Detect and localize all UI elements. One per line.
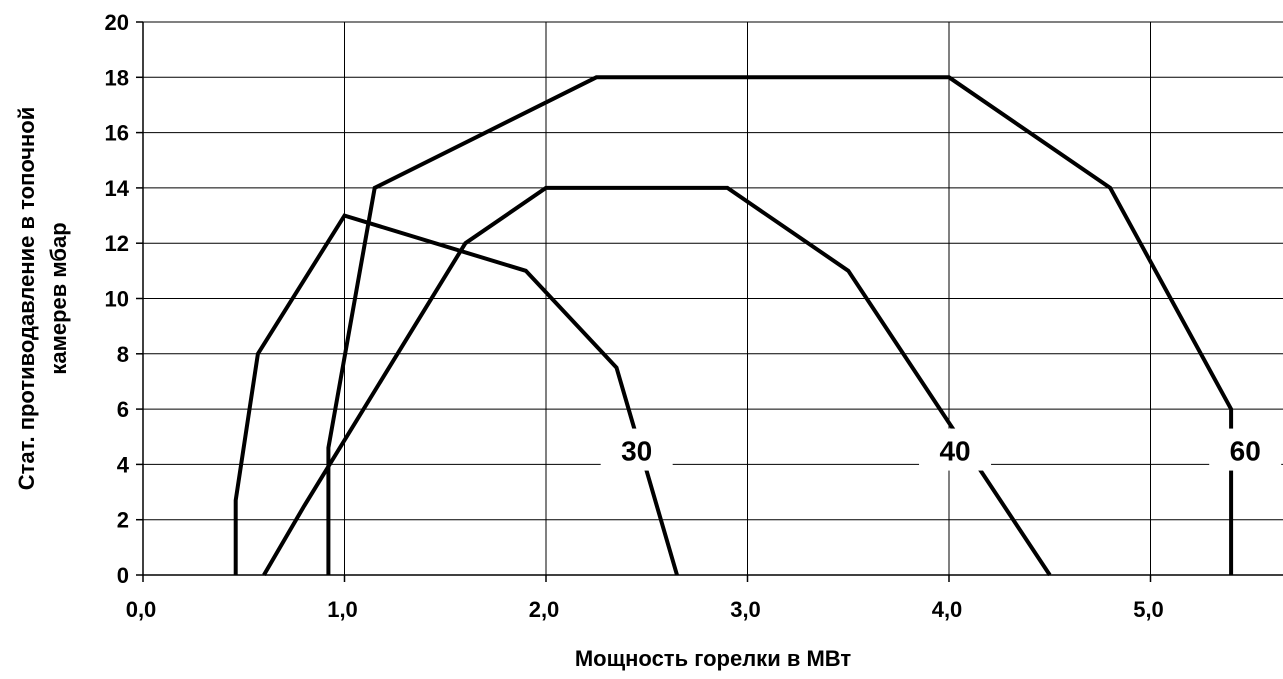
y-axis-title-line2: камерев мбар — [46, 222, 71, 374]
y-tick-label: 6 — [117, 397, 129, 422]
series-labels: 30 40 60 — [600, 428, 1282, 471]
series-label-30: 30 — [621, 436, 652, 467]
x-axis-title: Мощность горелки в МВт — [575, 646, 852, 671]
x-tick-label: 1,0 — [327, 597, 358, 622]
y-tick-label: 10 — [105, 287, 129, 312]
x-tick-label: 0,0 — [126, 597, 157, 622]
y-tick-label: 12 — [105, 231, 129, 256]
y-tick-label: 16 — [105, 121, 129, 146]
y-tick-label: 18 — [105, 65, 129, 90]
x-tick-label: 2,0 — [529, 597, 560, 622]
series-label-bg-60 — [1209, 428, 1282, 471]
series-line-60 — [326, 75, 1234, 575]
axes — [136, 21, 1283, 582]
x-tick-label: 3,0 — [730, 597, 761, 622]
x-tick-label: 4,0 — [932, 597, 963, 622]
series-label-bg-30 — [600, 428, 673, 471]
series-lines — [233, 75, 1234, 577]
tick-labels: 0 2 4 6 8 10 12 14 16 18 20 0,0 1,0 2,0 3,0 4,0 5,0 — [105, 10, 1164, 622]
series-label-bg-40 — [919, 428, 992, 471]
y-axis-title-line1: Стат. противодавление в топочной — [14, 107, 39, 491]
series-label-40: 40 — [939, 436, 970, 467]
y-tick-label: 4 — [117, 452, 130, 477]
series-line-40 — [262, 185, 1052, 577]
y-tick-label: 2 — [117, 508, 129, 533]
grid-lines — [143, 21, 1283, 575]
y-tick-label: 20 — [105, 10, 129, 35]
y-tick-label: 8 — [117, 342, 129, 367]
series-line-30 — [233, 213, 679, 576]
x-tick-label: 5,0 — [1133, 597, 1164, 622]
series-label-60: 60 — [1230, 436, 1261, 467]
y-tick-label: 0 — [117, 563, 129, 588]
y-tick-label: 14 — [105, 176, 130, 201]
